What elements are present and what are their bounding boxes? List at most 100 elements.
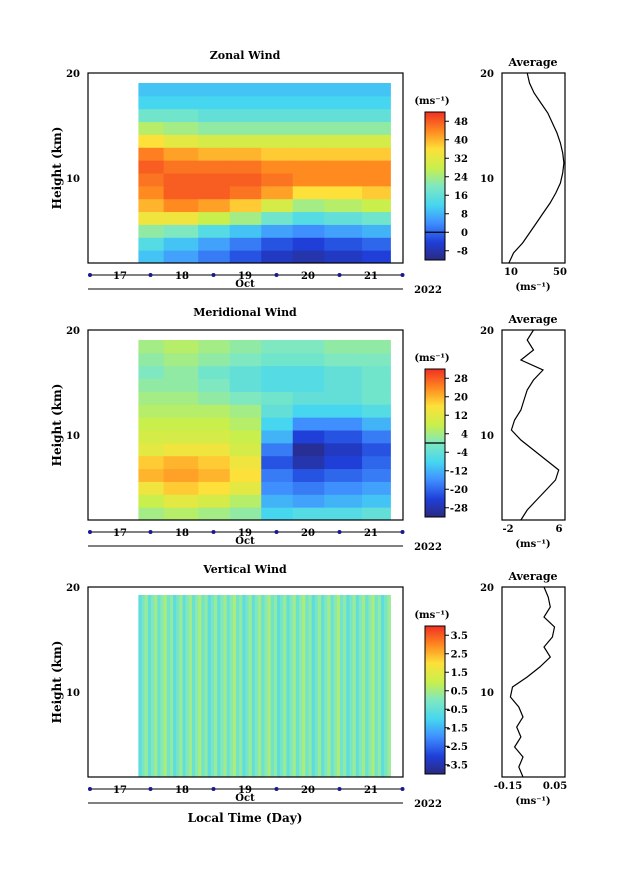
colorbar-tick-label: 20 [454,392,468,403]
heatmap-cell [362,134,391,148]
heatmap-cell [362,160,391,174]
heatmap-cell [261,404,294,418]
heatmap-cell [138,365,165,380]
colorbar [424,625,446,775]
heatmap-cell [371,595,376,777]
y-axis-label: Height (km) [50,127,64,210]
x-tick-label: 21 [364,785,378,796]
heatmap-cell [163,417,199,431]
heatmap-cell [362,391,391,405]
avg-x-tick-label: 10 [504,267,518,278]
x-tick-label: 21 [364,528,378,539]
heatmap-cell [229,95,262,110]
heatmap-cell [368,595,372,777]
colorbar-tick-label: 3.5 [451,631,468,642]
heatmap-cell [324,160,363,174]
heatmap-cell [324,442,363,457]
heatmap-cell [138,147,165,161]
time-axis: 17 18 19 20 21 Oct 2022 [88,785,442,810]
heatmap-cell [138,468,165,482]
colorbar-units: (ms⁻¹) [414,96,449,107]
heatmap-cell [330,595,335,777]
avg-units-label: (ms⁻¹) [515,539,550,550]
heatmap-cell [261,378,294,392]
heatmap-cell [324,430,363,444]
average-title: Average [507,56,557,69]
heatmap-cell [229,108,262,123]
heatmap-cell [138,442,165,457]
x-tick-label: 20 [301,785,315,796]
heatmap-cell [299,595,303,777]
heatmap-cell [163,160,199,174]
heatmap-cell [229,455,262,470]
colorbar-ticks: 48 40 32 24 16 8 0 -8 [425,117,468,257]
x-tick-marker [211,530,216,534]
x-tick-label: 20 [301,271,315,282]
heatmap-cell [273,595,278,777]
heatmap-cell [362,250,391,264]
avg-x-tick-label: -0.15 [494,781,523,792]
heatmap-cell [377,595,382,777]
x-tick-marker [337,787,342,791]
heatmap-cell [226,595,231,777]
heatmap-cell [229,147,262,161]
heatmap-cell [163,507,199,521]
heatmap-cell [163,237,199,251]
heatmap-cell [198,83,231,97]
colorbar-tick-label: 0 [461,228,468,239]
colorbar-tick-label: 24 [454,172,468,183]
heatmap-cell [362,494,391,508]
avg-units-label: (ms⁻¹) [515,796,550,807]
heatmap-cell [352,595,357,777]
heatmap-cell [229,352,262,367]
heatmap-cell [292,378,325,392]
heatmap-cell [292,198,325,213]
x-tick-marker [148,273,153,277]
x-tick-label: 18 [175,528,189,539]
avg-x-tick-label: 0.05 [543,781,567,792]
colorbar-tick-label: -20 [450,485,468,496]
heatmap-cell [163,211,199,225]
heatmap-cell [261,134,294,148]
average-profile-line [509,586,556,778]
average-frame [501,586,566,778]
heatmap-cell [261,108,294,123]
y-axis-label: Height (km) [50,641,64,724]
avg-x-tick-label: 50 [553,267,567,278]
heatmap-cell [292,250,325,264]
heatmap-cell [261,224,294,238]
heatmap-cell [229,404,262,418]
heatmap-cell [292,160,325,174]
heatmap-cell [138,185,165,200]
heatmap-cell [362,595,366,777]
heatmap-cell [138,95,165,110]
heatmap-cell [229,365,262,380]
plot-frame [87,329,404,521]
heatmap-cell [292,108,325,123]
heatmap-cell [245,595,250,777]
heatmap-cell [198,455,231,470]
heatmap-cell [336,595,341,777]
heatmap-cell [157,595,161,777]
heatmap-cell [163,83,199,97]
panel-vertical: Vertical Wind Height (km) 20 10 17 18 19… [50,563,567,825]
heatmap-cell [229,417,262,431]
colorbar-units: (ms⁻¹) [414,610,449,621]
heatmap-cell [292,121,325,135]
heatmap-cell [198,391,231,405]
heatmap-cell [362,83,391,97]
heatmap-cell [138,108,165,123]
heatmap-cell [229,481,262,495]
heatmap-cell [362,468,391,482]
heatmap-cell [362,121,391,135]
average-title: Average [507,313,557,326]
heatmap-cell [324,340,363,354]
heatmap-cell [261,481,294,495]
avg-y-tick-label: 10 [480,174,494,185]
heatmap-cell [362,147,391,161]
heatmap-cell [163,595,168,777]
heatmap-cell [333,595,338,777]
heatmap-cell [163,121,199,135]
y-tick-label: 20 [66,326,80,337]
heatmap-cell [292,507,325,521]
